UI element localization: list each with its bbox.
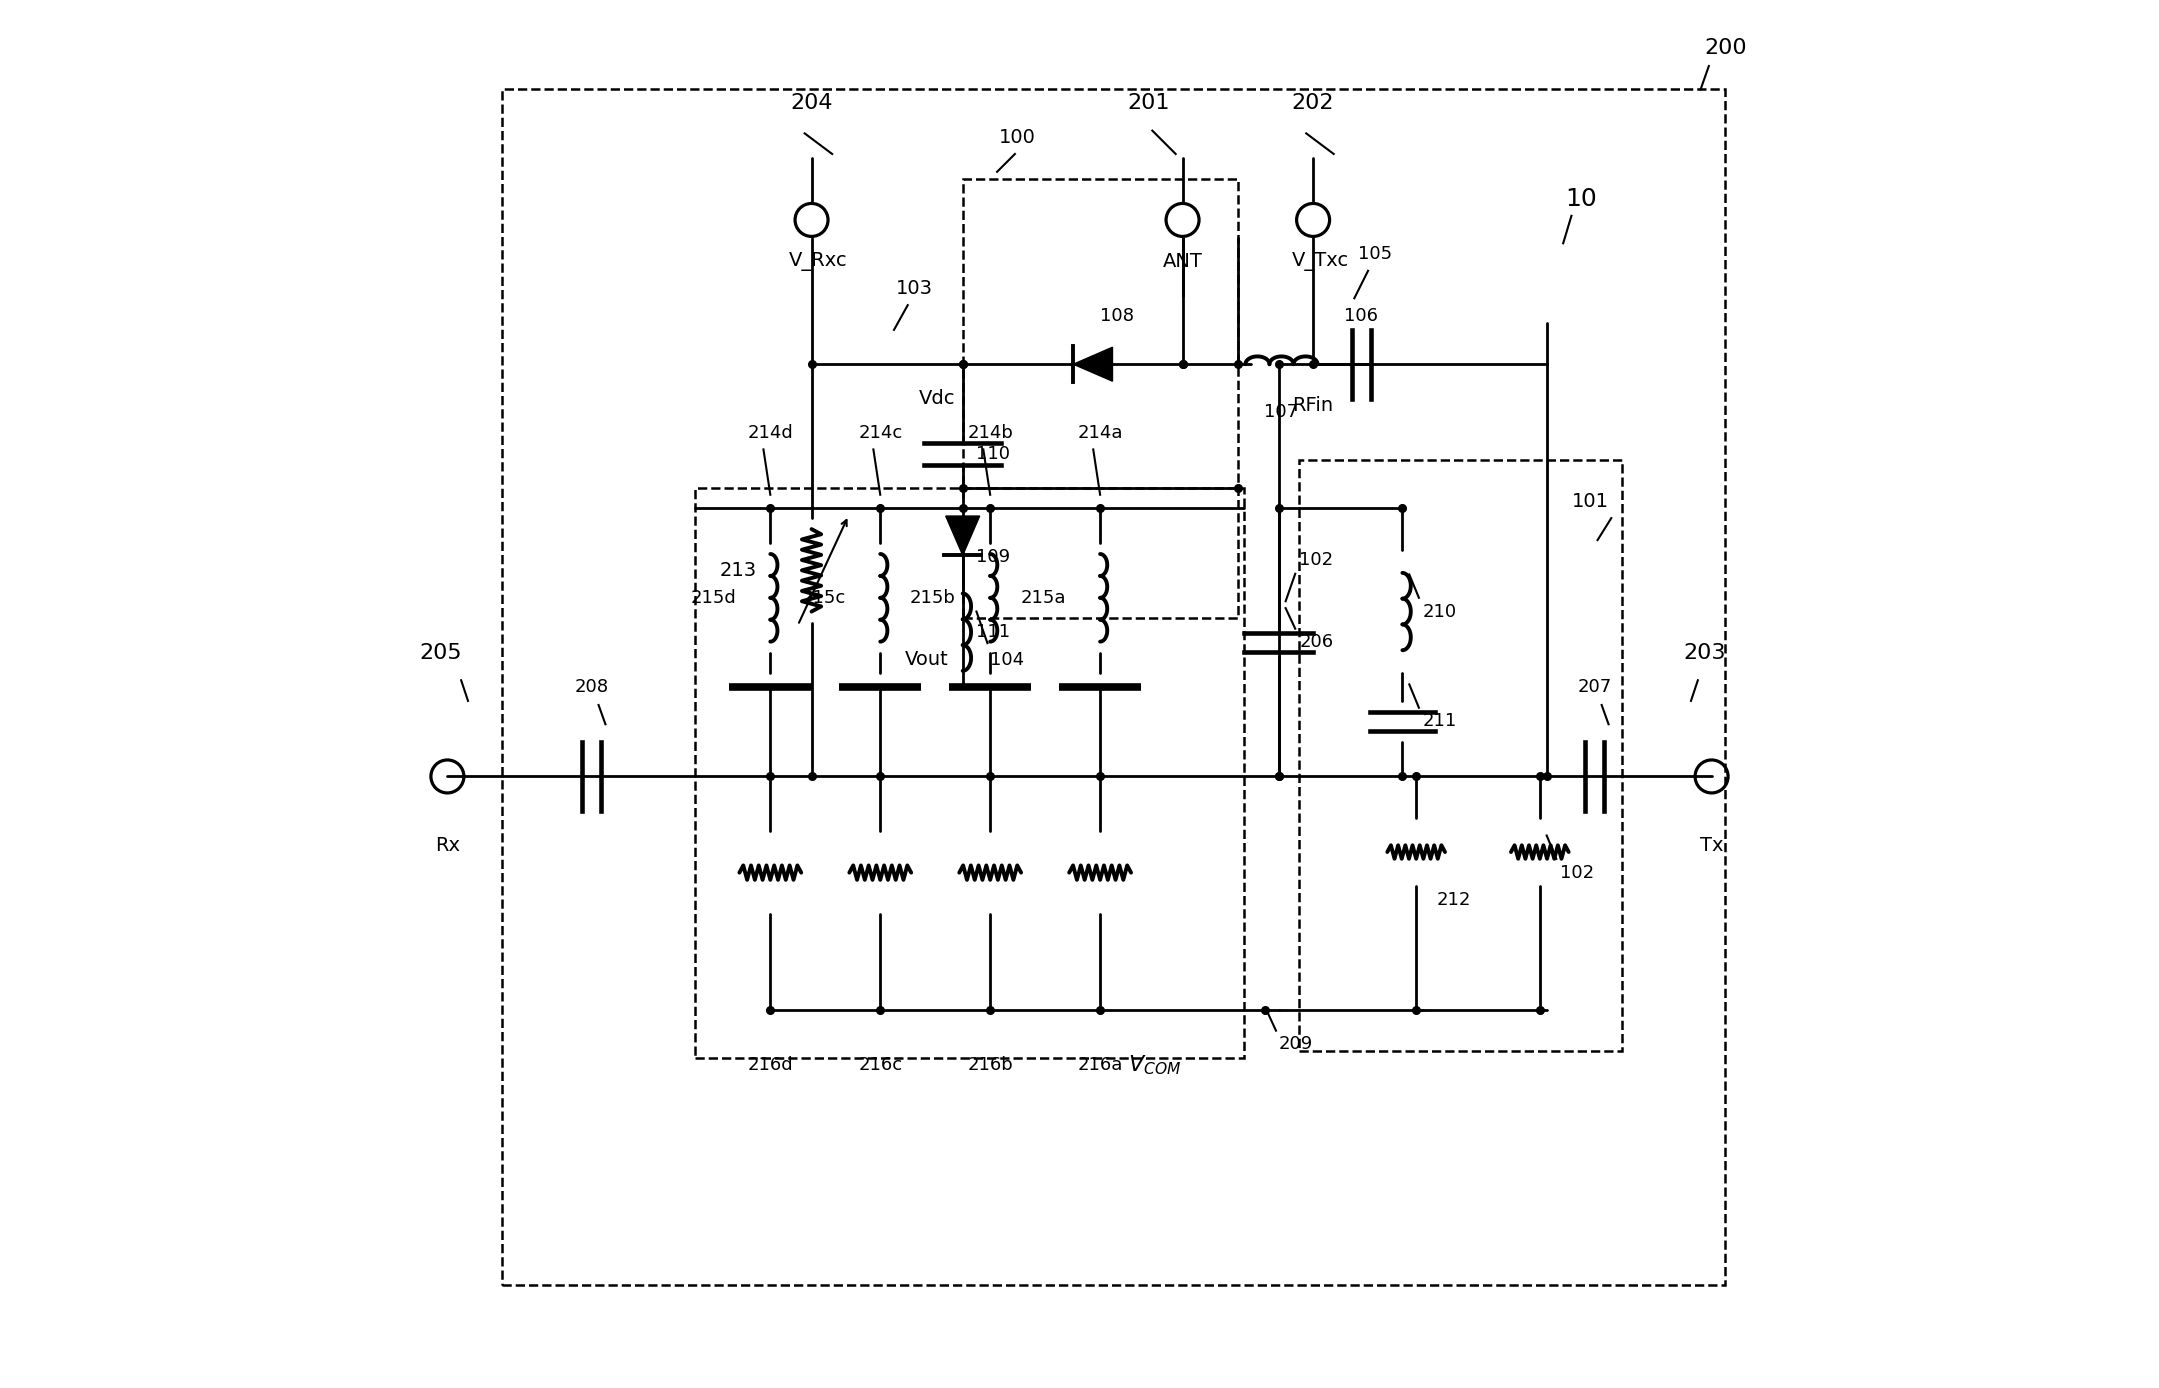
Text: $V_{COM}$: $V_{COM}$ <box>1129 1053 1181 1077</box>
Text: 214b: 214b <box>967 423 1013 441</box>
Text: 216d: 216d <box>747 1056 792 1074</box>
Text: 210: 210 <box>1423 602 1457 620</box>
Bar <box>963 179 1237 619</box>
Text: 104: 104 <box>991 651 1023 669</box>
Text: 100: 100 <box>1000 128 1036 147</box>
Text: 216a: 216a <box>1077 1056 1123 1074</box>
Text: 215c: 215c <box>801 589 846 607</box>
Text: 111: 111 <box>976 623 1010 641</box>
Text: 105: 105 <box>1358 246 1393 264</box>
Text: 206: 206 <box>1300 633 1334 651</box>
Text: 211: 211 <box>1423 712 1457 730</box>
Text: 110: 110 <box>976 444 1010 462</box>
Text: 108: 108 <box>1101 307 1133 325</box>
Text: 214a: 214a <box>1077 423 1123 441</box>
Text: 10: 10 <box>1565 187 1598 211</box>
Text: 214c: 214c <box>857 423 902 441</box>
Text: Tx: Tx <box>1699 836 1723 855</box>
Text: 215d: 215d <box>691 589 736 607</box>
Bar <box>1300 461 1621 1051</box>
Text: Rx: Rx <box>434 836 460 855</box>
Text: 205: 205 <box>419 643 462 663</box>
Text: ANT: ANT <box>1162 251 1203 271</box>
Bar <box>503 89 1725 1285</box>
Polygon shape <box>946 516 980 555</box>
Text: 200: 200 <box>1703 37 1747 58</box>
Text: 109: 109 <box>976 548 1010 565</box>
Text: 201: 201 <box>1127 93 1170 114</box>
Bar <box>695 489 1244 1058</box>
Text: 209: 209 <box>1278 1035 1313 1053</box>
Text: 212: 212 <box>1436 891 1470 909</box>
Text: V_Rxc: V_Rxc <box>788 251 848 271</box>
Polygon shape <box>1073 347 1112 382</box>
Text: 203: 203 <box>1684 643 1725 663</box>
Text: Vout: Vout <box>905 650 950 669</box>
Text: 102: 102 <box>1561 863 1596 881</box>
Text: RFin: RFin <box>1293 396 1334 415</box>
Text: 102: 102 <box>1300 551 1334 569</box>
Text: 214d: 214d <box>747 423 792 441</box>
Text: 208: 208 <box>574 679 609 697</box>
Text: V_Txc: V_Txc <box>1291 251 1349 271</box>
Text: Vdc: Vdc <box>920 389 956 408</box>
Text: 103: 103 <box>896 279 933 298</box>
Text: 106: 106 <box>1345 307 1377 325</box>
Text: 216c: 216c <box>857 1056 902 1074</box>
Text: 101: 101 <box>1572 493 1608 511</box>
Text: 204: 204 <box>790 93 833 114</box>
Text: 216b: 216b <box>967 1056 1013 1074</box>
Text: 213: 213 <box>719 561 756 580</box>
Text: 207: 207 <box>1578 679 1613 697</box>
Text: 107: 107 <box>1265 404 1298 422</box>
Text: 202: 202 <box>1291 93 1334 114</box>
Text: 215b: 215b <box>909 589 956 607</box>
Text: 215a: 215a <box>1021 589 1067 607</box>
